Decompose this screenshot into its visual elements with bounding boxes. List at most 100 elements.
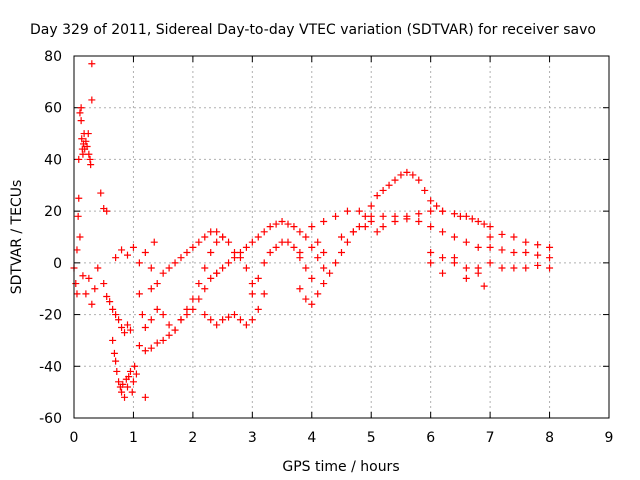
data-point <box>150 238 158 246</box>
data-point <box>231 311 238 319</box>
data-point <box>403 168 411 176</box>
data-point <box>85 274 93 282</box>
data-point <box>290 243 298 251</box>
data-point <box>439 228 447 236</box>
data-point <box>126 367 134 375</box>
data-point <box>462 238 470 246</box>
data-point <box>248 290 256 298</box>
data-point <box>213 228 221 236</box>
data-point <box>296 228 304 236</box>
data-point <box>308 223 316 231</box>
data-point <box>278 238 286 246</box>
data-point <box>338 249 345 257</box>
data-point <box>225 259 233 267</box>
data-point <box>450 254 458 262</box>
data-point <box>462 274 470 282</box>
data-point <box>73 290 81 298</box>
data-points <box>70 60 554 401</box>
data-point <box>242 243 250 251</box>
data-point <box>361 223 369 231</box>
data-point <box>153 339 161 347</box>
y-tick-label: -20 <box>39 308 62 324</box>
data-point <box>260 228 268 236</box>
data-point <box>355 223 363 231</box>
data-point <box>109 305 117 313</box>
data-point <box>207 249 215 257</box>
data-point <box>141 249 149 257</box>
data-point <box>290 223 298 231</box>
data-point <box>147 285 155 293</box>
data-point <box>177 316 185 324</box>
data-point <box>189 305 197 313</box>
data-point <box>272 243 280 251</box>
data-point <box>82 137 90 145</box>
data-point <box>415 210 423 218</box>
data-point <box>343 238 351 246</box>
data-point <box>546 264 554 272</box>
y-tick-label: 0 <box>53 256 62 272</box>
data-point <box>534 261 542 269</box>
data-point <box>147 264 155 272</box>
data-point <box>129 378 137 386</box>
data-point <box>73 246 81 254</box>
y-tick-label: 20 <box>44 204 62 220</box>
data-point <box>486 259 494 267</box>
data-point <box>159 269 167 277</box>
data-point <box>165 264 173 272</box>
data-point <box>361 212 369 220</box>
data-point <box>546 243 554 251</box>
data-point <box>302 233 310 241</box>
data-point <box>450 233 458 241</box>
data-point <box>165 331 173 339</box>
data-point <box>132 370 140 378</box>
data-point <box>510 249 518 257</box>
data-point <box>138 311 146 319</box>
data-point <box>439 254 447 262</box>
data-point <box>302 264 310 272</box>
data-point <box>415 217 423 225</box>
data-point <box>308 243 316 251</box>
data-point <box>219 264 227 272</box>
data-point <box>88 300 96 308</box>
y-tick-label: 60 <box>44 101 62 117</box>
data-point <box>76 109 84 117</box>
data-point <box>379 186 387 194</box>
data-point <box>75 194 83 202</box>
data-point <box>219 316 227 324</box>
data-point <box>409 171 417 179</box>
data-point <box>135 290 143 298</box>
data-point <box>248 280 256 288</box>
data-point <box>77 104 85 112</box>
data-point <box>272 220 280 228</box>
data-point <box>225 238 233 246</box>
data-point <box>195 280 203 288</box>
data-point <box>260 290 268 298</box>
data-point <box>320 217 328 225</box>
data-point <box>546 254 554 262</box>
data-point <box>135 259 143 267</box>
data-point <box>242 264 250 272</box>
data-point <box>83 143 91 150</box>
data-point <box>391 212 399 220</box>
data-point <box>94 264 102 272</box>
data-point <box>82 290 90 298</box>
data-point <box>201 233 209 241</box>
data-point <box>462 264 470 272</box>
data-point <box>201 264 209 272</box>
data-point <box>248 316 256 324</box>
data-point <box>486 233 494 241</box>
data-point <box>349 228 357 236</box>
data-point <box>88 60 96 68</box>
data-point <box>207 228 215 236</box>
data-point <box>314 238 322 246</box>
data-point <box>403 215 411 223</box>
y-tick-label: 80 <box>44 49 62 65</box>
data-point <box>266 223 274 231</box>
data-point <box>118 388 126 396</box>
data-point <box>153 280 161 288</box>
data-point <box>391 176 399 184</box>
y-tick-label: -60 <box>39 411 62 427</box>
data-point <box>462 212 470 220</box>
data-point <box>113 367 121 375</box>
